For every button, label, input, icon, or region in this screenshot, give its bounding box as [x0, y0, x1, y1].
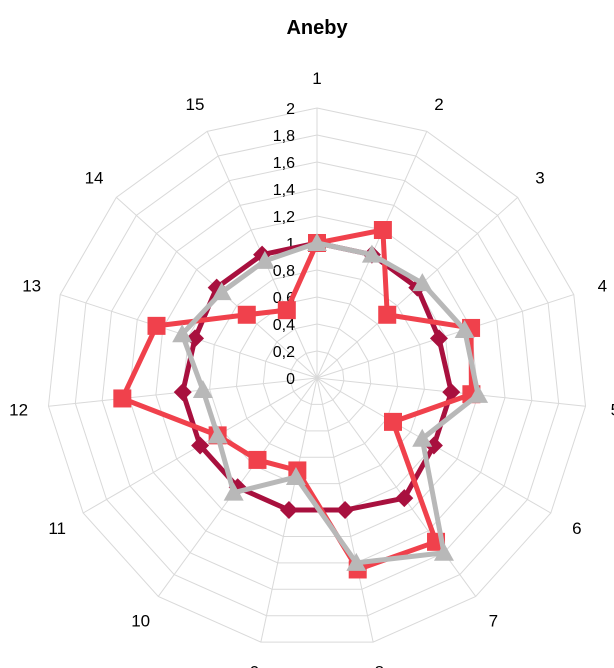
category-label: 4: [598, 276, 607, 295]
data-point-square: [248, 450, 267, 469]
data-point-diamond: [279, 501, 298, 520]
data-point-triangle: [192, 379, 213, 398]
category-label: 12: [9, 400, 28, 419]
data-point-square: [277, 301, 296, 320]
data-point-triangle: [454, 320, 475, 339]
data-point-triangle: [211, 282, 232, 301]
data-point-square: [237, 305, 256, 324]
axis-tick-label: 0,2: [273, 344, 295, 361]
data-point-diamond: [191, 436, 210, 455]
data-point-triangle: [307, 233, 327, 251]
data-point-square: [113, 389, 132, 408]
data-point-diamond: [336, 501, 355, 520]
data-point-diamond: [429, 329, 448, 348]
data-point-triangle: [223, 482, 244, 501]
category-label: 6: [572, 519, 581, 538]
category-label: 3: [535, 168, 544, 187]
category-label: 1: [312, 69, 321, 88]
grid-ring: [289, 350, 345, 405]
series-line-3: [179, 240, 481, 566]
axis-tick-label: 1,4: [273, 182, 295, 199]
axis-tick-label: 1,6: [273, 155, 295, 172]
data-point-triangle: [433, 542, 454, 561]
grid-ring: [262, 323, 372, 432]
data-point-square: [378, 305, 397, 324]
grid-ring: [128, 188, 506, 564]
data-point-diamond: [173, 383, 192, 402]
data-point-triangle: [361, 244, 382, 263]
category-label: 5: [611, 400, 614, 419]
category-label: 7: [489, 612, 498, 631]
data-point-diamond: [186, 329, 205, 348]
data-point-triangle: [172, 324, 193, 343]
data-point-square: [373, 221, 392, 240]
axis-tick-label: 1,2: [273, 209, 295, 226]
axis-tick-label: 0,4: [273, 317, 295, 334]
category-label: 2: [434, 95, 443, 114]
grid-ring: [74, 134, 560, 617]
category-label: 9: [250, 662, 259, 668]
data-point-diamond: [442, 383, 461, 402]
category-label: 15: [186, 95, 205, 114]
category-label: 14: [85, 168, 104, 187]
grid-ring: [155, 215, 479, 537]
axis-tick-label: 1: [286, 236, 295, 253]
data-point-diamond: [424, 436, 443, 455]
axis-tick-label: 2: [286, 101, 295, 118]
category-label: 13: [22, 276, 41, 295]
category-label: 11: [48, 519, 66, 538]
data-point-triangle: [412, 273, 433, 292]
chart-title: Aneby: [286, 17, 348, 39]
axis-tick-label: 0,8: [273, 263, 295, 280]
axis-tick-label: 0: [286, 371, 295, 388]
data-point-triangle: [412, 428, 433, 447]
grid-ring: [47, 107, 587, 643]
grid-ring: [101, 161, 533, 590]
data-point-diamond: [395, 489, 414, 508]
grid-ring: [235, 296, 399, 458]
axis-tick-label: 1,8: [273, 128, 295, 145]
data-point-triangle: [468, 384, 489, 403]
data-point-square: [383, 412, 402, 431]
category-label: 8: [375, 662, 384, 668]
category-label: 10: [131, 612, 150, 631]
grid-spoke: [316, 377, 477, 597]
data-point-triangle: [285, 467, 306, 486]
data-point-triangle: [254, 250, 275, 269]
data-point-square: [147, 316, 166, 335]
data-point-triangle: [346, 552, 367, 571]
data-point-triangle: [207, 425, 228, 444]
grid-ring: [209, 269, 425, 485]
